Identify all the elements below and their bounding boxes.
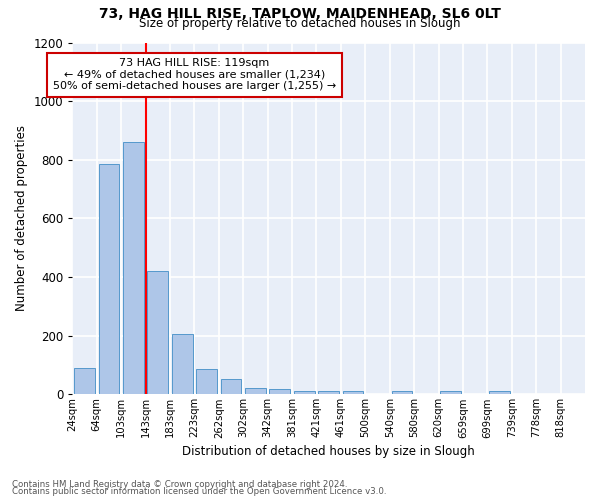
Bar [489, 391, 510, 394]
Bar [245, 388, 266, 394]
Text: Size of property relative to detached houses in Slough: Size of property relative to detached ho… [139, 18, 461, 30]
Bar [74, 368, 95, 394]
Bar [392, 391, 412, 394]
Bar [98, 164, 119, 394]
Text: 73, HAG HILL RISE, TAPLOW, MAIDENHEAD, SL6 0LT: 73, HAG HILL RISE, TAPLOW, MAIDENHEAD, S… [99, 8, 501, 22]
Y-axis label: Number of detached properties: Number of detached properties [15, 126, 28, 312]
Bar [318, 392, 339, 394]
Bar [196, 370, 217, 394]
Text: 73 HAG HILL RISE: 119sqm
← 49% of detached houses are smaller (1,234)
50% of sem: 73 HAG HILL RISE: 119sqm ← 49% of detach… [53, 58, 336, 92]
X-axis label: Distribution of detached houses by size in Slough: Distribution of detached houses by size … [182, 444, 475, 458]
Bar [221, 379, 241, 394]
Bar [148, 271, 168, 394]
Text: Contains public sector information licensed under the Open Government Licence v3: Contains public sector information licen… [12, 487, 386, 496]
Bar [269, 389, 290, 394]
Bar [172, 334, 193, 394]
Bar [294, 391, 314, 394]
Text: Contains HM Land Registry data © Crown copyright and database right 2024.: Contains HM Land Registry data © Crown c… [12, 480, 347, 489]
Bar [123, 142, 144, 395]
Bar [343, 392, 364, 394]
Bar [440, 391, 461, 394]
